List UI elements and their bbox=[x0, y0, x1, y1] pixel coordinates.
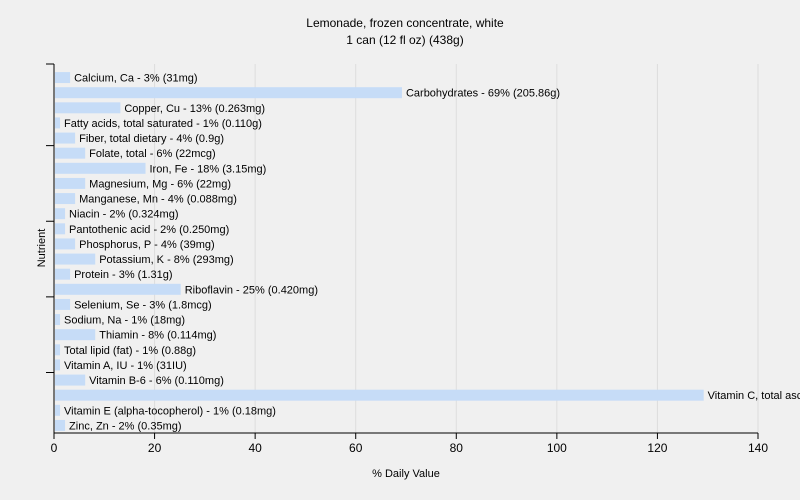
bar-3 bbox=[55, 117, 61, 129]
x-tick-label-100: 100 bbox=[547, 441, 567, 455]
x-tick-label-140: 140 bbox=[748, 441, 768, 455]
chart-subtitle: 1 can (12 fl oz) (438g) bbox=[346, 33, 463, 47]
bar-10 bbox=[55, 223, 66, 235]
bar-label: Vitamin C, total ascorbic acid - 129% (7… bbox=[708, 390, 800, 402]
bar-label: Vitamin E (alpha-tocopherol) - 1% (0.18m… bbox=[64, 405, 276, 417]
bar-label: Zinc, Zn - 2% (0.35mg) bbox=[69, 420, 181, 432]
grid-lines bbox=[154, 64, 759, 433]
bar-17 bbox=[55, 329, 96, 341]
bar-0 bbox=[55, 72, 71, 84]
bar-19 bbox=[55, 359, 61, 371]
bar-label: Fatty acids, total saturated - 1% (0.110… bbox=[64, 118, 262, 130]
bar-6 bbox=[55, 162, 146, 174]
bar-label: Phosphorus, P - 4% (39mg) bbox=[79, 239, 215, 251]
x-tick-label-80: 80 bbox=[450, 441, 464, 455]
bar-16 bbox=[55, 314, 61, 326]
x-tick-label-40: 40 bbox=[248, 441, 262, 455]
bar-22 bbox=[55, 404, 61, 416]
bar-8 bbox=[55, 193, 76, 205]
bar-label: Riboflavin - 25% (0.420mg) bbox=[185, 284, 318, 296]
bar-label: Potassium, K - 8% (293mg) bbox=[99, 254, 234, 266]
x-axis-title: % Daily Value bbox=[372, 468, 440, 480]
bar-14 bbox=[55, 283, 181, 295]
bar-2 bbox=[55, 102, 121, 114]
bar-label: Fiber, total dietary - 4% (0.9g) bbox=[79, 133, 224, 145]
bar-23 bbox=[55, 419, 66, 431]
bar-13 bbox=[55, 268, 71, 280]
bar-20 bbox=[55, 374, 86, 386]
bar-15 bbox=[55, 298, 71, 310]
bar-label: Vitamin A, IU - 1% (31IU) bbox=[64, 360, 187, 372]
chart-title: Lemonade, frozen concentrate, white bbox=[306, 16, 504, 30]
bar-label: Copper, Cu - 13% (0.263mg) bbox=[124, 103, 265, 115]
bar-label: Iron, Fe - 18% (3.15mg) bbox=[150, 163, 267, 175]
x-tick-label-60: 60 bbox=[349, 441, 363, 455]
bar-18 bbox=[55, 344, 61, 356]
axes: 0 20 40 60 80 100 120 140 bbox=[46, 63, 768, 455]
x-tick-label-120: 120 bbox=[647, 441, 667, 455]
bar-label: Manganese, Mn - 4% (0.088mg) bbox=[79, 194, 237, 206]
bar-7 bbox=[55, 177, 86, 189]
bar-label: Folate, total - 6% (22mcg) bbox=[89, 148, 216, 160]
bar-label: Sodium, Na - 1% (18mg) bbox=[64, 315, 185, 327]
y-axis-title: Nutrient bbox=[36, 229, 48, 268]
x-tick-label-20: 20 bbox=[148, 441, 162, 455]
bar-4 bbox=[55, 132, 76, 144]
bar-label: Carbohydrates - 69% (205.86g) bbox=[406, 88, 560, 100]
bar-11 bbox=[55, 238, 76, 250]
bar-9 bbox=[55, 208, 66, 220]
bar-1 bbox=[55, 87, 402, 99]
bar-21 bbox=[55, 389, 704, 401]
bars: Calcium, Ca - 3% (31mg) Carbohydrates - 6… bbox=[55, 72, 800, 432]
bar-label: Pantothenic acid - 2% (0.250mg) bbox=[69, 224, 229, 236]
bar-5 bbox=[55, 147, 86, 159]
x-tick-label-0: 0 bbox=[51, 441, 58, 455]
bar-label: Magnesium, Mg - 6% (22mg) bbox=[89, 178, 231, 190]
bar-label: Thiamin - 8% (0.114mg) bbox=[99, 330, 216, 342]
bar-label: Vitamin B-6 - 6% (0.110mg) bbox=[89, 375, 224, 387]
bar-label: Total lipid (fat) - 1% (0.88g) bbox=[64, 345, 196, 357]
bar-label: Niacin - 2% (0.324mg) bbox=[69, 209, 178, 221]
bar-label: Protein - 3% (1.31g) bbox=[74, 269, 172, 281]
bar-label: Selenium, Se - 3% (1.8mcg) bbox=[74, 299, 212, 311]
bar-label: Calcium, Ca - 3% (31mg) bbox=[74, 73, 197, 85]
bar-12 bbox=[55, 253, 96, 265]
